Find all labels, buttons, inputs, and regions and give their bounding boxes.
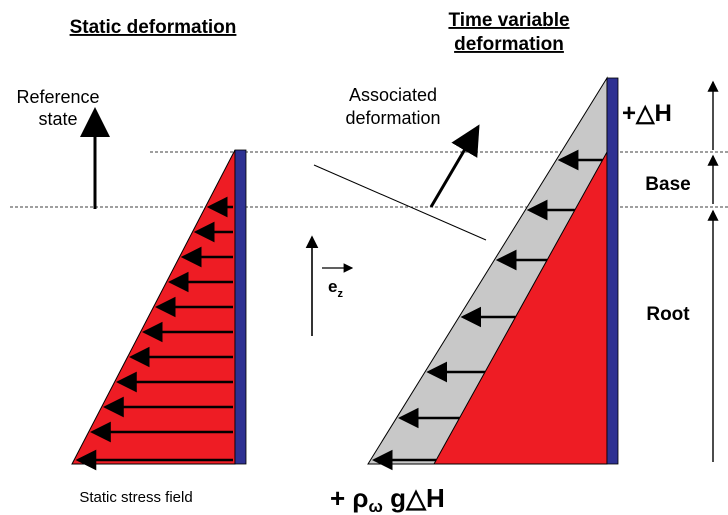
deformation-arrows bbox=[371, 149, 603, 471]
base-label: Base bbox=[645, 174, 690, 195]
delta-h-label: +△H bbox=[622, 100, 672, 127]
variable-stress-triangle bbox=[433, 150, 608, 465]
time-variable-heading-line2: deformation bbox=[454, 34, 564, 55]
reference-state-label-line1: Reference bbox=[16, 87, 99, 107]
reference-state-label-line2: state bbox=[38, 109, 77, 129]
time-variable-heading-line1: Time variable bbox=[448, 10, 569, 31]
associated-deformation-label-line1: Associated bbox=[349, 85, 437, 105]
static-wall bbox=[234, 149, 247, 465]
root-label: Root bbox=[646, 304, 690, 325]
hydrostatic-pressure-label: + ρω g△H bbox=[330, 483, 445, 515]
variable-wall bbox=[606, 77, 619, 465]
associated-deformation-tangent bbox=[313, 164, 487, 241]
associated-deformation-arrow bbox=[429, 124, 480, 208]
ez-label: ez bbox=[328, 277, 343, 300]
static-deformation-heading: Static deformation bbox=[70, 17, 237, 38]
static-stress-arrows bbox=[75, 196, 233, 471]
associated-deformation-label-line2: deformation bbox=[345, 108, 440, 128]
static-stress-field-label: Static stress field bbox=[79, 489, 192, 506]
